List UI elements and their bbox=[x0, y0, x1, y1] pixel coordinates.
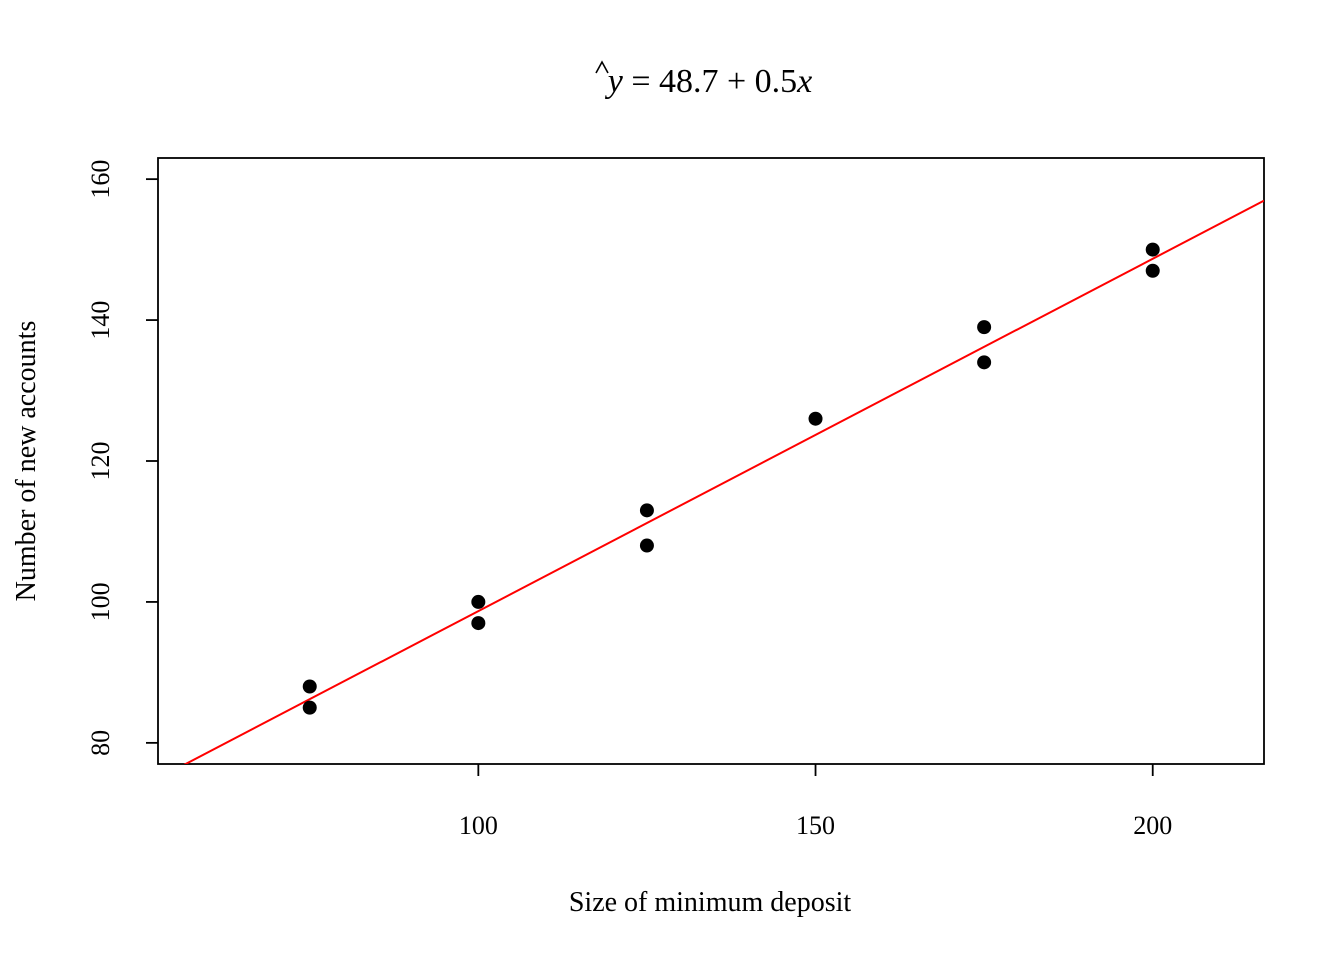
data-point bbox=[302, 700, 317, 715]
y-tick-label: 120 bbox=[86, 442, 115, 481]
data-point bbox=[977, 320, 992, 335]
data-point bbox=[1145, 263, 1160, 278]
data-point bbox=[302, 679, 317, 694]
data-point bbox=[977, 355, 992, 370]
x-axis-title: Size of minimum deposit bbox=[569, 887, 852, 918]
data-point bbox=[639, 538, 654, 553]
y-tick-label: 140 bbox=[86, 301, 115, 340]
title-y-hat: y bbox=[605, 63, 624, 100]
y-axis: 80 100 120 140 160 bbox=[86, 160, 158, 756]
x-tick-label: 100 bbox=[459, 811, 498, 840]
data-point bbox=[1145, 242, 1160, 257]
chart-title: y = 48.7 + 0.5x bbox=[605, 63, 813, 100]
x-tick-label: 200 bbox=[1133, 811, 1172, 840]
title-x-variable: x bbox=[796, 63, 812, 100]
y-tick-label: 160 bbox=[86, 160, 115, 199]
y-tick-label: 100 bbox=[86, 582, 115, 621]
data-point bbox=[471, 616, 486, 631]
title-equation: = 48.7 + 0.5 bbox=[623, 63, 797, 100]
data-points bbox=[302, 242, 1160, 715]
y-tick-label: 80 bbox=[86, 730, 115, 756]
data-point bbox=[808, 411, 823, 426]
data-point bbox=[639, 503, 654, 518]
plot-frame bbox=[157, 157, 1265, 765]
y-axis-title: Number of new accounts bbox=[11, 321, 42, 602]
regression-line bbox=[183, 199, 1264, 764]
x-axis: 100 150 200 bbox=[459, 764, 1172, 840]
x-tick-label: 150 bbox=[796, 811, 835, 840]
title-hat-accent bbox=[595, 60, 609, 74]
data-point bbox=[471, 594, 486, 609]
